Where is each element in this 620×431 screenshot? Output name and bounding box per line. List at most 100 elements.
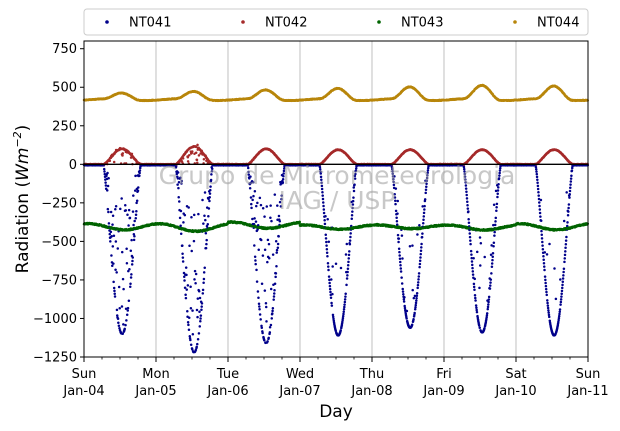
- NT041-point: [114, 240, 118, 243]
- NT041-point: [207, 215, 210, 218]
- NT041-point: [176, 177, 180, 180]
- NT042-point: [186, 160, 190, 163]
- NT041-point: [260, 282, 264, 285]
- NT041-point: [401, 287, 404, 291]
- NT041-point: [276, 246, 280, 250]
- NT041-point: [329, 290, 332, 294]
- NT041-point: [111, 214, 115, 217]
- NT041-point: [124, 307, 128, 311]
- NT041-point: [201, 288, 205, 292]
- NT041-point: [103, 172, 107, 176]
- NT041-point: [398, 250, 401, 254]
- NT041-point: [174, 164, 178, 168]
- NT041-point: [253, 189, 257, 193]
- NT041-point: [405, 317, 408, 320]
- NT041-point: [254, 259, 257, 262]
- NT041-point: [325, 247, 329, 251]
- NT041-point: [269, 216, 272, 220]
- NT041-point: [114, 205, 118, 208]
- NT041-point: [268, 331, 272, 334]
- NT041-point: [202, 281, 205, 284]
- NT041-point: [208, 199, 211, 203]
- NT041-point: [205, 238, 208, 242]
- NT041-point: [112, 280, 115, 284]
- NT041-point: [419, 252, 422, 256]
- NT041-point: [259, 238, 263, 242]
- NT041-point: [349, 232, 352, 235]
- NT041-point: [129, 285, 132, 289]
- NT041-point: [412, 296, 416, 300]
- NT041-point: [269, 204, 272, 207]
- NT041-point: [117, 324, 121, 327]
- NT042-point: [202, 158, 206, 161]
- NT041-point: [194, 272, 198, 276]
- NT041-point: [124, 203, 127, 207]
- NT041-point: [110, 234, 113, 238]
- NT041-point: [186, 321, 190, 324]
- NT041-point: [260, 326, 264, 330]
- NT041-point: [184, 266, 188, 269]
- NT041-point: [255, 204, 258, 208]
- NT041-point: [343, 300, 347, 304]
- NT041-point: [109, 240, 112, 243]
- NT041-point: [125, 247, 128, 251]
- NT041-point: [202, 271, 206, 274]
- NT041-point: [343, 298, 347, 301]
- NT041-point: [264, 302, 268, 305]
- NT041-point: [127, 224, 130, 227]
- NT041-point: [268, 326, 272, 329]
- NT041-point: [330, 278, 333, 281]
- NT041-point: [177, 180, 181, 184]
- NT041-point: [111, 264, 114, 267]
- NT041-point: [417, 281, 420, 284]
- NT041-point: [259, 203, 263, 207]
- NT041-point: [419, 256, 422, 259]
- NT041-point: [124, 323, 127, 327]
- NT041-point: [115, 308, 119, 312]
- NT041-point: [323, 222, 327, 226]
- NT041-point: [327, 275, 331, 278]
- NT041-point: [106, 207, 110, 211]
- NT042-point: [187, 154, 191, 157]
- NT041-point: [129, 282, 132, 285]
- NT041-point: [130, 238, 133, 242]
- NT041-point: [258, 313, 262, 316]
- NT041-point: [249, 196, 253, 199]
- NT041-point: [103, 170, 106, 173]
- NT041-point: [118, 306, 121, 310]
- NT041-point: [342, 308, 346, 311]
- NT041-point: [402, 293, 405, 296]
- NT041-point: [344, 253, 348, 256]
- NT041-point: [191, 348, 194, 351]
- NT041-point: [339, 329, 342, 332]
- NT041-point: [341, 314, 345, 318]
- NT041-point: [412, 318, 415, 321]
- NT041-point: [108, 232, 111, 236]
- NT041-point: [256, 228, 259, 231]
- NT041-point: [347, 260, 350, 264]
- NT041-point: [180, 179, 183, 183]
- NT041-point: [198, 296, 202, 300]
- NT041-point: [260, 324, 263, 328]
- NT041-point: [133, 219, 136, 223]
- NT041-point: [181, 256, 185, 259]
- NT041-point: [209, 185, 212, 188]
- NT041-point: [349, 235, 352, 239]
- NT041-point: [191, 309, 194, 312]
- NT041-point: [250, 206, 253, 210]
- NT041-point: [125, 319, 128, 322]
- NT041-point: [264, 305, 268, 309]
- NT041-point: [208, 192, 212, 195]
- NT041-point: [271, 309, 274, 313]
- NT041-point: [187, 328, 191, 331]
- NT041-point: [208, 196, 211, 199]
- NT041-point: [423, 204, 426, 208]
- NT041-point: [138, 171, 141, 175]
- NT041-point: [420, 235, 424, 239]
- NT041-point: [399, 260, 402, 264]
- NT041-point: [414, 303, 417, 307]
- NT041-point: [182, 221, 185, 224]
- NT041-point: [399, 267, 403, 270]
- NT041-point: [120, 197, 123, 200]
- NT041-point: [133, 235, 136, 238]
